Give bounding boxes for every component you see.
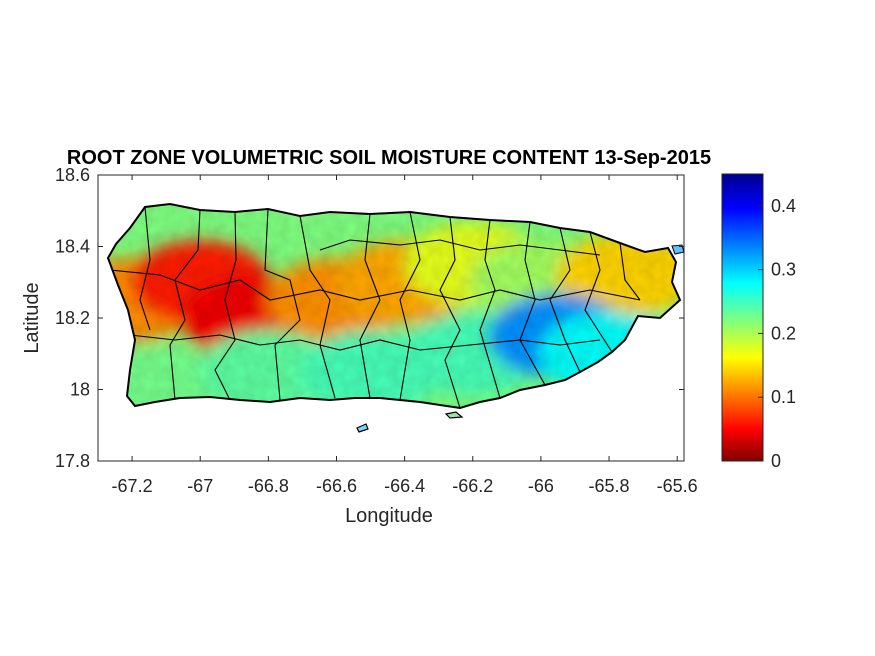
x-tick-label: -66.4	[384, 476, 425, 496]
y-tick-label: 17.8	[55, 451, 90, 471]
colorbar-tick-label: 0.1	[771, 387, 796, 407]
colorbar-tick-label: 0.3	[771, 260, 796, 280]
x-axis: -67.2 -67 -66.8 -66.6 -66.4 -66.2 -66 -65.8 -65.…	[112, 175, 698, 496]
chart-title: ROOT ZONE VOLUMETRIC SOIL MOISTURE CONTE…	[67, 147, 711, 169]
x-tick-label: -66.6	[316, 476, 357, 496]
y-axis-label: Latitude	[21, 282, 43, 353]
small-island	[444, 411, 464, 419]
x-tick-label: -65.8	[589, 476, 630, 496]
y-axis: 18.6 18.4 18.2 18 17.8	[55, 165, 684, 471]
small-island	[671, 244, 685, 255]
colorbar	[721, 173, 764, 462]
x-tick-label: -67	[187, 476, 213, 496]
colorbar-ticks: 0.4 0.3 0.2 0.1 0	[758, 196, 796, 471]
island-heatmap	[108, 204, 680, 408]
x-tick-label: -67.2	[112, 476, 153, 496]
municipality-borders	[109, 206, 641, 408]
y-tick-label: 18.4	[55, 237, 90, 257]
colorbar-tick-label: 0.4	[771, 196, 796, 216]
x-tick-label: -65.6	[657, 476, 698, 496]
x-axis-label: Longitude	[345, 505, 433, 527]
x-tick-label: -66.2	[452, 476, 493, 496]
x-tick-label: -66	[528, 476, 554, 496]
x-tick-label: -66.8	[248, 476, 289, 496]
small-island	[356, 423, 369, 433]
y-tick-label: 18	[70, 380, 90, 400]
colorbar-tick-label: 0	[771, 451, 781, 471]
colorbar-tick-label: 0.2	[771, 323, 796, 343]
y-tick-label: 18.6	[55, 165, 90, 185]
y-tick-label: 18.2	[55, 308, 90, 328]
